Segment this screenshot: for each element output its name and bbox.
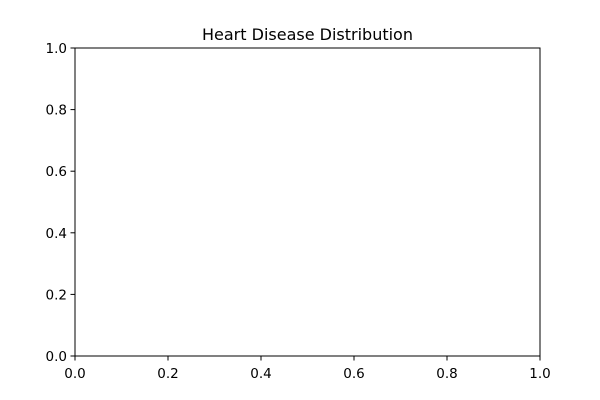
y-tick-label: 0.0 — [46, 349, 67, 365]
y-tick-label: 1.0 — [46, 41, 67, 57]
x-tick-label: 0.0 — [64, 366, 85, 382]
x-tick-label: 0.2 — [157, 366, 178, 382]
plot-area — [74, 47, 541, 357]
x-tick-label: 0.4 — [250, 366, 271, 382]
y-tick-label: 0.2 — [46, 287, 67, 303]
chart-title: Heart Disease Distribution — [202, 25, 413, 44]
y-tick-label: 0.8 — [46, 103, 67, 119]
y-axis-ticks: 0.0 0.2 0.4 0.6 0.8 1.0 — [46, 41, 75, 365]
y-tick-label: 0.4 — [46, 226, 67, 242]
y-tick-label: 0.6 — [46, 164, 67, 180]
x-tick-label: 1.0 — [529, 366, 550, 382]
x-tick-label: 0.8 — [436, 366, 457, 382]
x-tick-label: 0.6 — [343, 366, 364, 382]
x-axis-ticks: 0.0 0.2 0.4 0.6 0.8 1.0 — [64, 356, 551, 382]
